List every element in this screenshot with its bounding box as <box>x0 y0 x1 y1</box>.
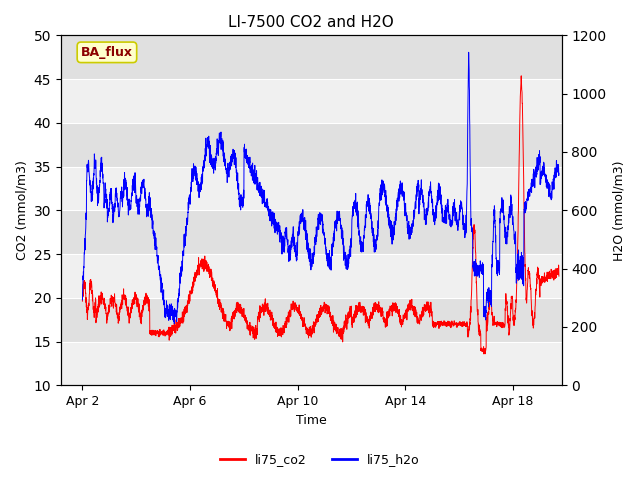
Y-axis label: CO2 (mmol/m3): CO2 (mmol/m3) <box>15 160 28 260</box>
Bar <box>61 298 561 342</box>
X-axis label: Time: Time <box>296 414 326 427</box>
Bar <box>61 123 561 167</box>
Bar <box>61 36 561 79</box>
Bar <box>61 210 561 254</box>
Bar <box>61 254 561 298</box>
Title: LI-7500 CO2 and H2O: LI-7500 CO2 and H2O <box>228 15 394 30</box>
Y-axis label: H2O (mmol/m3): H2O (mmol/m3) <box>612 160 625 261</box>
Bar <box>61 342 561 385</box>
Bar <box>61 167 561 210</box>
Bar <box>61 79 561 123</box>
Legend: li75_co2, li75_h2o: li75_co2, li75_h2o <box>215 448 425 471</box>
Text: BA_flux: BA_flux <box>81 46 133 59</box>
